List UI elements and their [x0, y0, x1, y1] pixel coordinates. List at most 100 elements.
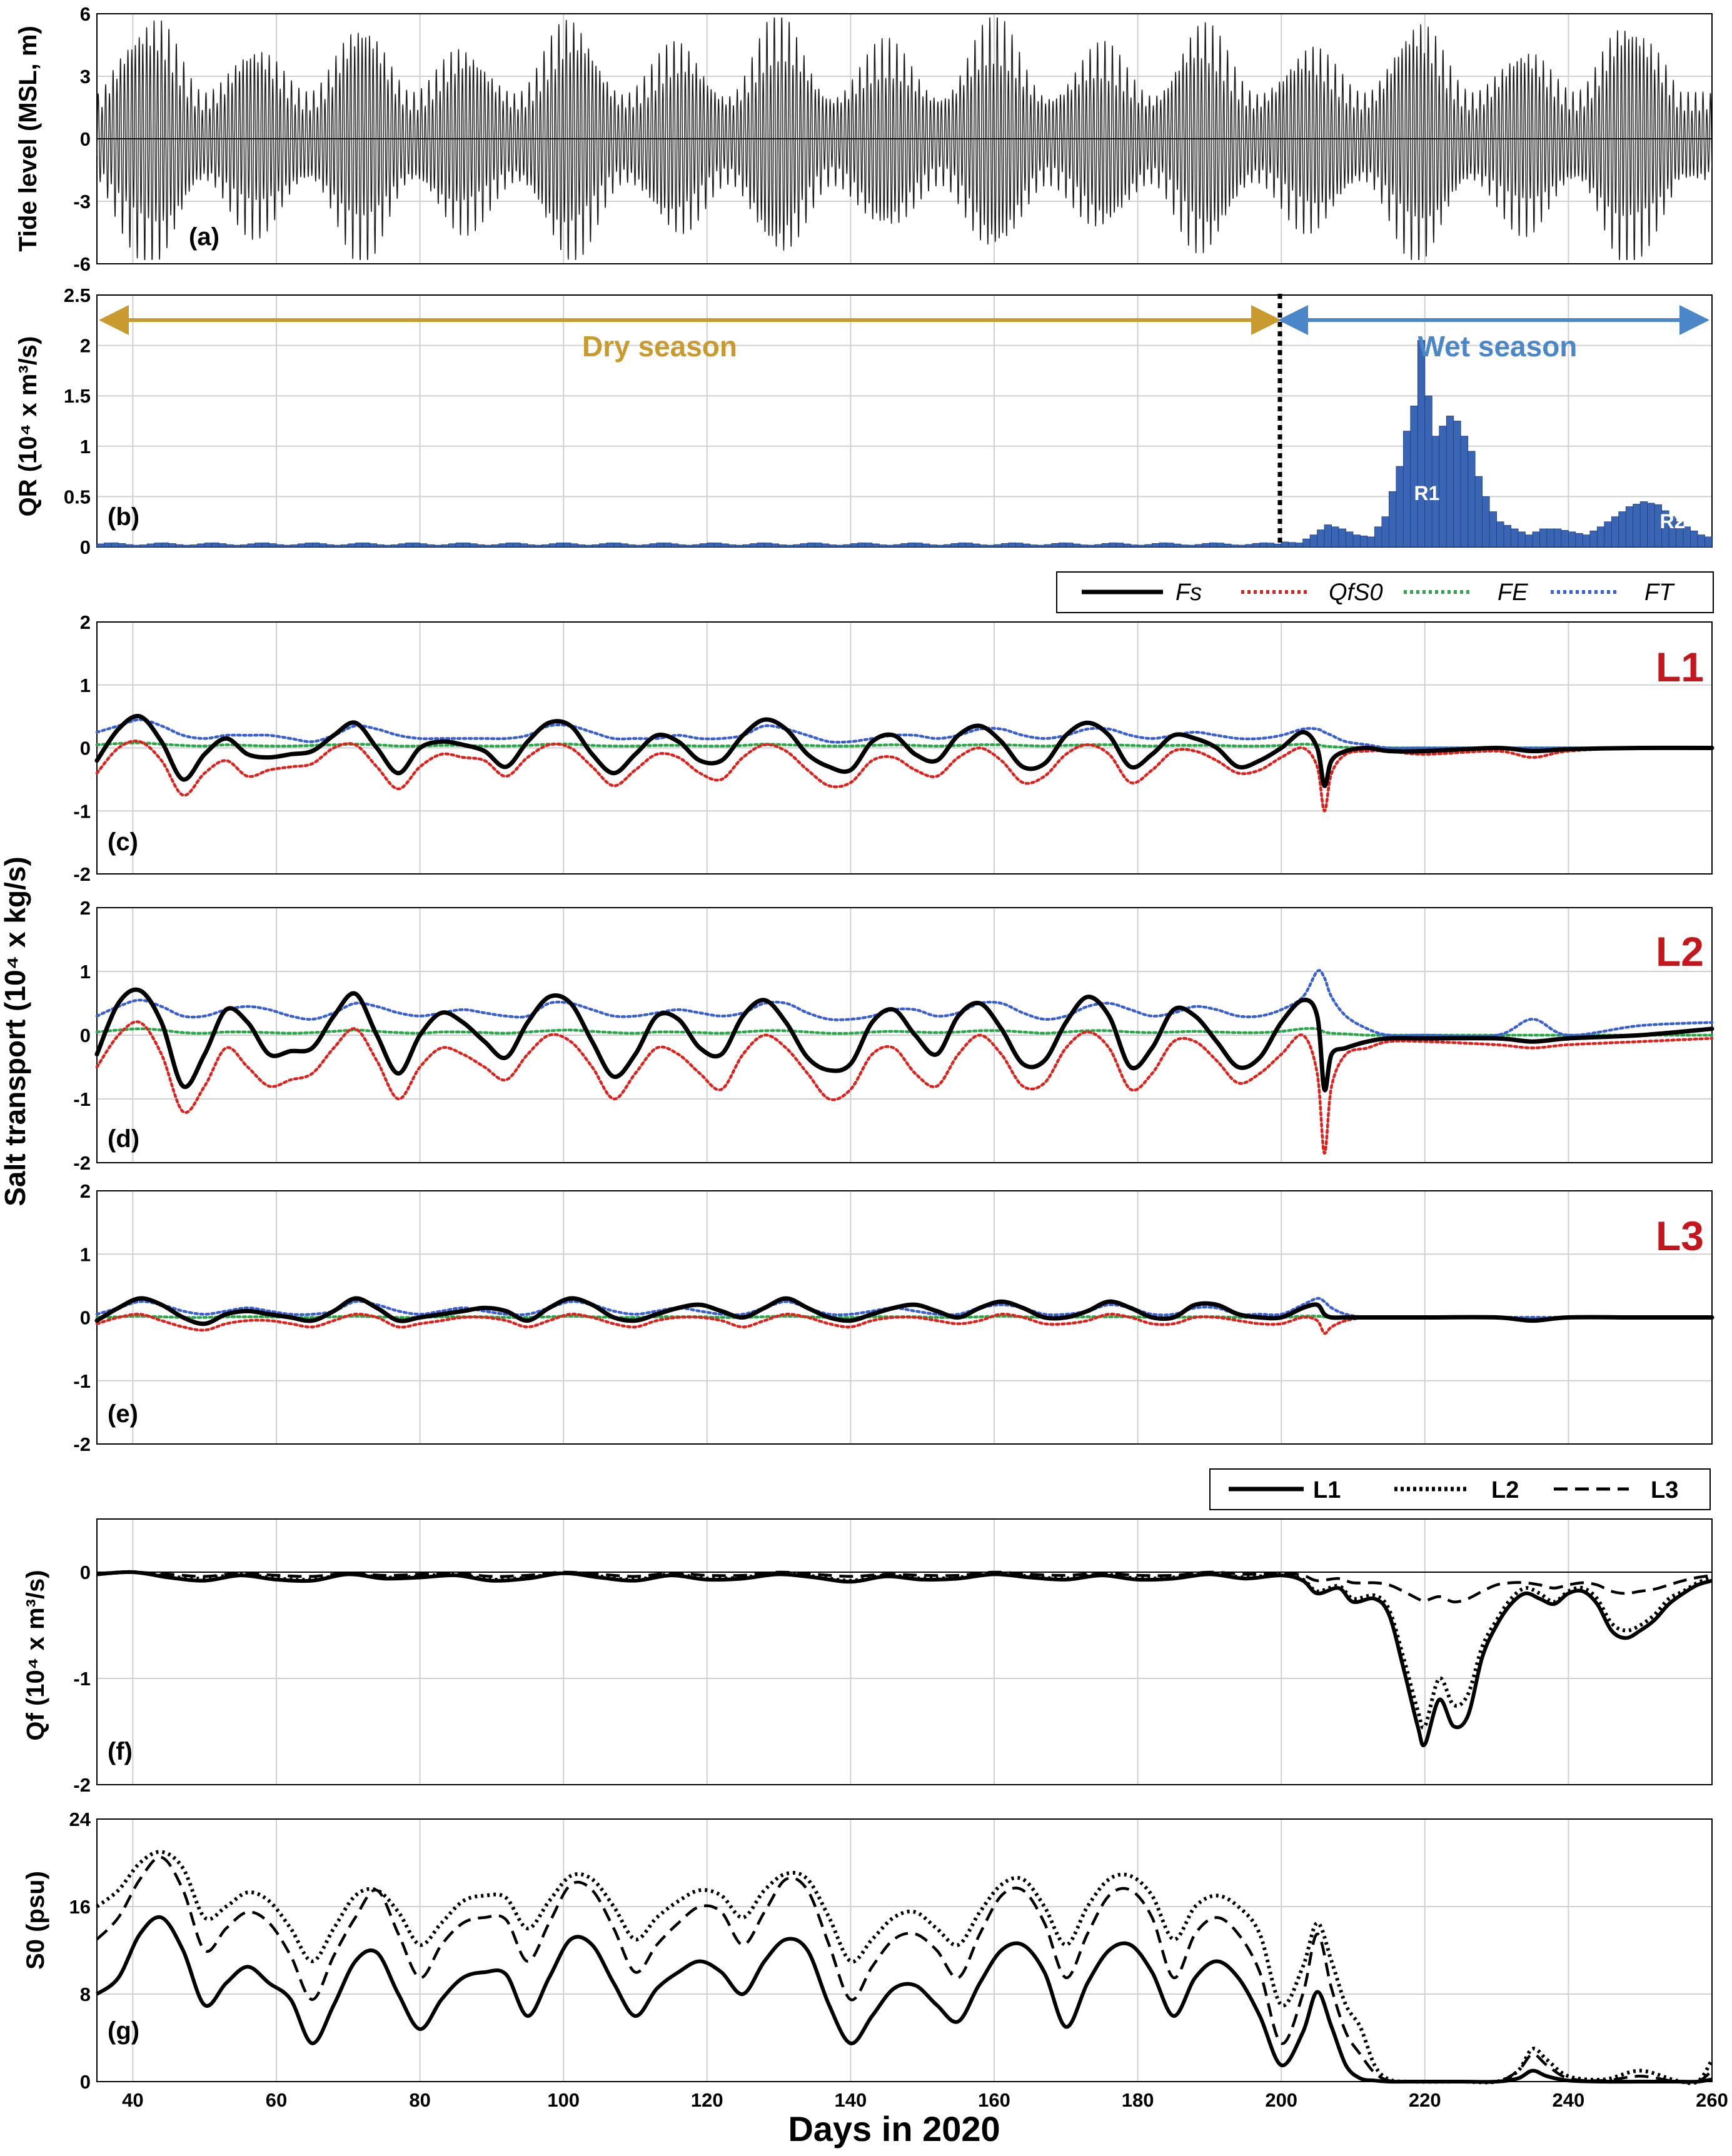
- ytick-e: -2: [73, 1433, 91, 1455]
- ytick-f: -1: [73, 1668, 91, 1690]
- discharge-bar: [247, 543, 255, 548]
- discharge-bar: [922, 543, 930, 548]
- discharge-bar: [1554, 528, 1562, 548]
- ytick-e: -1: [73, 1370, 91, 1392]
- discharge-bar: [305, 543, 313, 548]
- peak-label-r2: R2: [1660, 510, 1686, 533]
- panel-a-ylabel: Tide level (MSL, m): [14, 26, 42, 252]
- series-fs-l1: [94, 714, 1714, 788]
- ytick-d: -1: [73, 1088, 91, 1110]
- discharge-bar: [1704, 536, 1713, 548]
- discharge-bar: [1137, 544, 1145, 548]
- discharge-bar: [1604, 521, 1612, 548]
- discharge-bar: [1589, 530, 1598, 548]
- xtick: 240: [1553, 2089, 1585, 2111]
- discharge-bar: [1561, 530, 1569, 548]
- discharge-bar: [1647, 503, 1655, 548]
- discharge-bar: [376, 544, 385, 548]
- discharge-bar: [1181, 544, 1189, 548]
- discharge-bar: [326, 544, 335, 548]
- discharge-bar: [534, 544, 543, 548]
- discharge-bar: [800, 543, 808, 548]
- discharge-bar: [1051, 543, 1059, 548]
- ytick-c: 2: [80, 611, 91, 633]
- discharge-bar: [1123, 543, 1131, 548]
- xtick: 200: [1265, 2089, 1297, 2111]
- discharge-bar: [290, 544, 298, 548]
- legend-locations: L1 L2 L3: [1209, 1468, 1711, 1510]
- discharge-bar: [742, 544, 751, 548]
- discharge-bar: [599, 543, 607, 548]
- ytick-d: 0: [80, 1025, 91, 1046]
- ytick-b: 2.5: [64, 284, 91, 306]
- discharge-bar: [1022, 543, 1030, 548]
- discharge-bar: [520, 543, 528, 548]
- discharge-bar: [893, 544, 902, 548]
- discharge-bar: [463, 543, 471, 548]
- discharge-bar: [979, 544, 987, 548]
- frame-f: [96, 1518, 1713, 1785]
- discharge-bar: [1309, 534, 1318, 548]
- discharge-bar: [879, 544, 887, 548]
- discharge-bar: [1001, 543, 1009, 548]
- discharge-bar: [426, 544, 435, 548]
- discharge-bar: [132, 544, 141, 548]
- panel-b-ylabel: QR (10⁴ x m³/s): [14, 336, 42, 517]
- discharge-bar: [484, 544, 492, 548]
- discharge-bar: [764, 543, 772, 548]
- discharge-bar: [1331, 526, 1339, 548]
- discharge-bar: [470, 543, 478, 548]
- discharge-bar: [513, 543, 521, 548]
- xtick: 220: [1409, 2089, 1441, 2111]
- discharge-bar: [175, 544, 184, 548]
- discharge-bar: [1381, 516, 1389, 548]
- panel-g-label: (g): [108, 2017, 139, 2045]
- ytick-e: 0: [80, 1307, 91, 1329]
- discharge-bar: [362, 542, 370, 548]
- discharge-bar: [1388, 491, 1397, 548]
- discharge-bar: [1446, 416, 1454, 548]
- discharge-bar: [1101, 543, 1110, 548]
- discharge-bar: [692, 544, 700, 548]
- legend-label-l1: L1: [1313, 1477, 1341, 1503]
- discharge-bar: [987, 544, 995, 548]
- discharge-bar: [1324, 524, 1332, 548]
- discharge-bar: [1202, 543, 1210, 548]
- panel-a-label: (a): [189, 223, 219, 251]
- discharge-bar: [592, 544, 600, 548]
- panel-b-label: (b): [108, 503, 139, 531]
- discharge-bar: [211, 542, 219, 548]
- discharge-bar: [1237, 544, 1246, 548]
- discharge-bar: [269, 543, 277, 548]
- frame-g: [96, 1818, 1713, 2082]
- shared-salt-ylabel: Salt transport (10⁴ x kg/s): [0, 856, 31, 1206]
- discharge-bar: [111, 542, 119, 548]
- discharge-bar: [1015, 543, 1024, 548]
- ytick-a: 3: [80, 66, 91, 88]
- discharge-bar: [950, 543, 959, 548]
- discharge-bar: [828, 544, 837, 548]
- discharge-bar: [1639, 501, 1648, 548]
- discharge-bar: [1546, 528, 1554, 548]
- location-label-l2: L2: [1656, 928, 1704, 975]
- series-qfs0-l3: [95, 1313, 1714, 1335]
- ytick-f: 0: [80, 1562, 91, 1583]
- discharge-bar: [843, 544, 851, 548]
- discharge-bar: [1152, 543, 1160, 548]
- discharge-bar: [1582, 534, 1591, 548]
- discharge-bar: [1417, 340, 1426, 548]
- x-axis-title: Days in 2020: [788, 2109, 1000, 2148]
- discharge-bar: [96, 543, 104, 548]
- discharge-bar: [1008, 542, 1016, 548]
- discharge-bar: [929, 544, 937, 548]
- discharge-bar: [1396, 466, 1404, 548]
- discharge-bar: [1274, 543, 1282, 548]
- legend-label-qfs0: QfS0: [1329, 579, 1383, 606]
- discharge-bar: [355, 543, 363, 548]
- discharge-bar: [685, 544, 693, 548]
- discharge-bar: [850, 543, 858, 548]
- series-qfs0-l1: [95, 740, 1714, 813]
- discharge-bar: [1575, 533, 1583, 548]
- discharge-bar: [1453, 421, 1461, 548]
- discharge-bar: [807, 542, 815, 548]
